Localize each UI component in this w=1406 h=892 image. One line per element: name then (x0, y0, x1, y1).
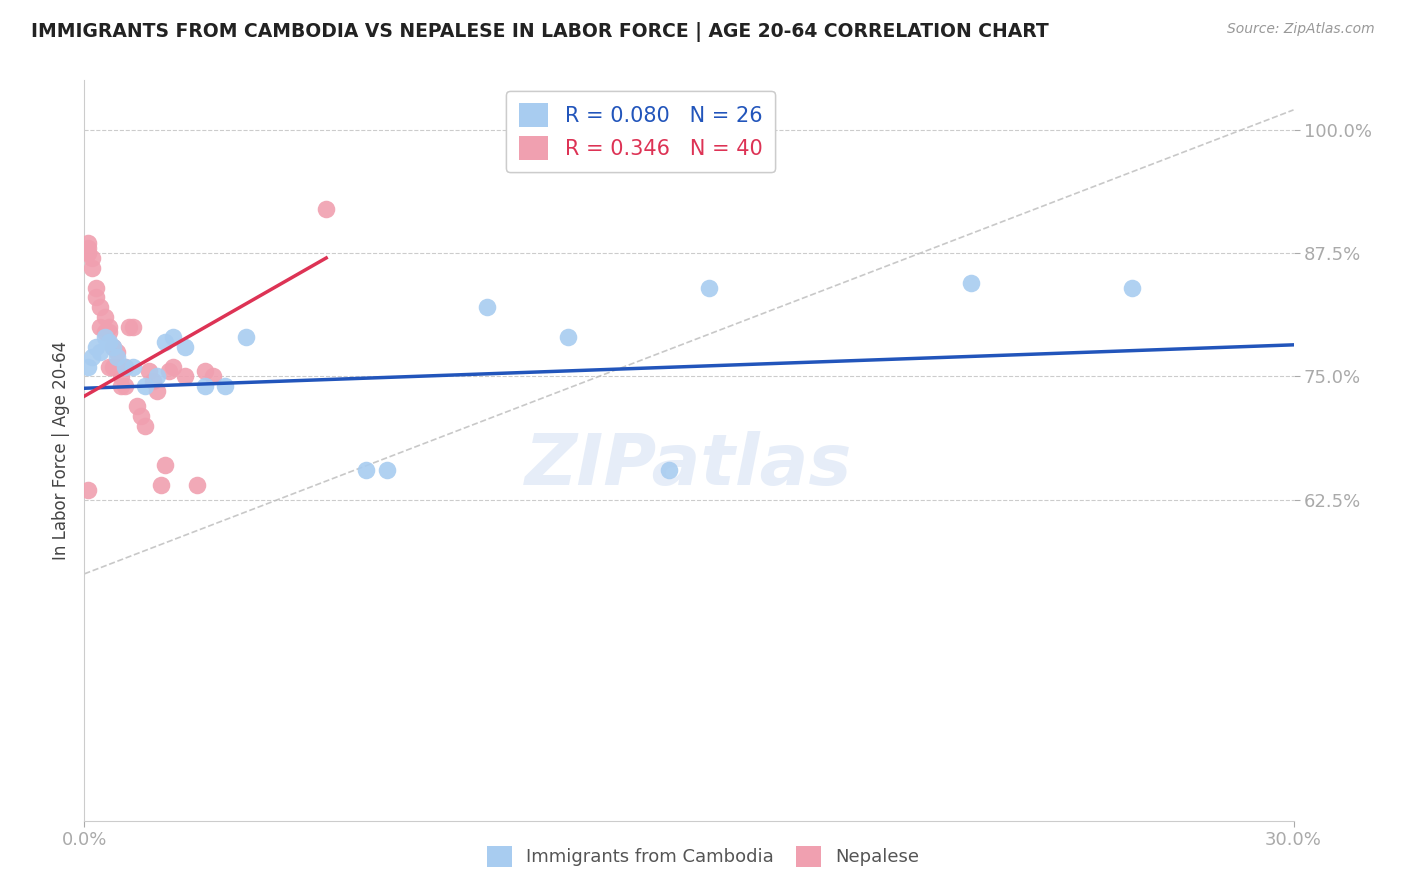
Point (134, 379, 156, 393)
Point (118, 320, 141, 334)
Text: Source: ZipAtlas.com: Source: ZipAtlas.com (1227, 22, 1375, 37)
Point (101, 359, 124, 374)
Point (142, 375, 165, 389)
Y-axis label: In Labor Force | Age 20-64: In Labor Force | Age 20-64 (52, 341, 70, 560)
Point (153, 458, 176, 473)
Point (356, 463, 378, 477)
Point (114, 359, 136, 374)
Point (129, 409, 152, 423)
Point (162, 330, 184, 344)
Point (97, 325, 120, 339)
Point (375, 463, 398, 477)
Point (82, 260, 104, 275)
Point (697, 280, 720, 294)
Point (557, 330, 579, 344)
Point (77, 241, 100, 255)
Point (194, 364, 217, 378)
Point (114, 379, 136, 393)
Point (186, 478, 208, 492)
Point (82, 251, 104, 265)
Point (110, 369, 132, 384)
Point (93, 330, 115, 344)
Point (174, 369, 197, 384)
Point (93, 310, 115, 325)
Point (658, 463, 681, 477)
Point (235, 330, 257, 344)
Point (82, 350, 104, 364)
Point (77, 246, 100, 260)
Point (174, 340, 197, 354)
Point (86, 340, 108, 354)
Point (146, 369, 169, 384)
Point (960, 276, 983, 290)
Point (105, 359, 128, 374)
Point (77, 236, 100, 251)
Point (105, 344, 128, 359)
Point (121, 359, 143, 374)
Point (214, 379, 236, 393)
Point (89, 344, 111, 359)
Point (97, 359, 120, 374)
Point (157, 364, 180, 378)
Point (162, 359, 184, 374)
Point (153, 334, 176, 349)
Point (97, 320, 120, 334)
Point (149, 478, 172, 492)
Point (121, 320, 143, 334)
Point (77, 359, 100, 374)
Point (125, 399, 148, 413)
Legend: R = 0.080   N = 26, R = 0.346   N = 40: R = 0.080 N = 26, R = 0.346 N = 40 (506, 91, 775, 172)
Legend: Immigrants from Cambodia, Nepalese: Immigrants from Cambodia, Nepalese (479, 838, 927, 874)
Point (138, 364, 160, 378)
Point (77, 483, 100, 497)
Point (114, 359, 136, 374)
Point (89, 301, 111, 315)
Point (202, 369, 225, 384)
Point (101, 340, 124, 354)
Text: IMMIGRANTS FROM CAMBODIA VS NEPALESE IN LABOR FORCE | AGE 20-64 CORRELATION CHAR: IMMIGRANTS FROM CAMBODIA VS NEPALESE IN … (31, 22, 1049, 42)
Point (101, 340, 124, 354)
Point (1121, 280, 1143, 294)
Point (105, 350, 128, 364)
Point (315, 202, 337, 216)
Point (194, 379, 217, 393)
Text: ZIPatlas: ZIPatlas (526, 431, 852, 500)
Point (86, 290, 108, 304)
Point (97, 334, 120, 349)
Point (110, 379, 132, 393)
Point (477, 301, 499, 315)
Point (93, 325, 115, 339)
Point (86, 280, 108, 294)
Point (89, 320, 111, 334)
Point (146, 384, 169, 399)
Point (134, 418, 156, 433)
